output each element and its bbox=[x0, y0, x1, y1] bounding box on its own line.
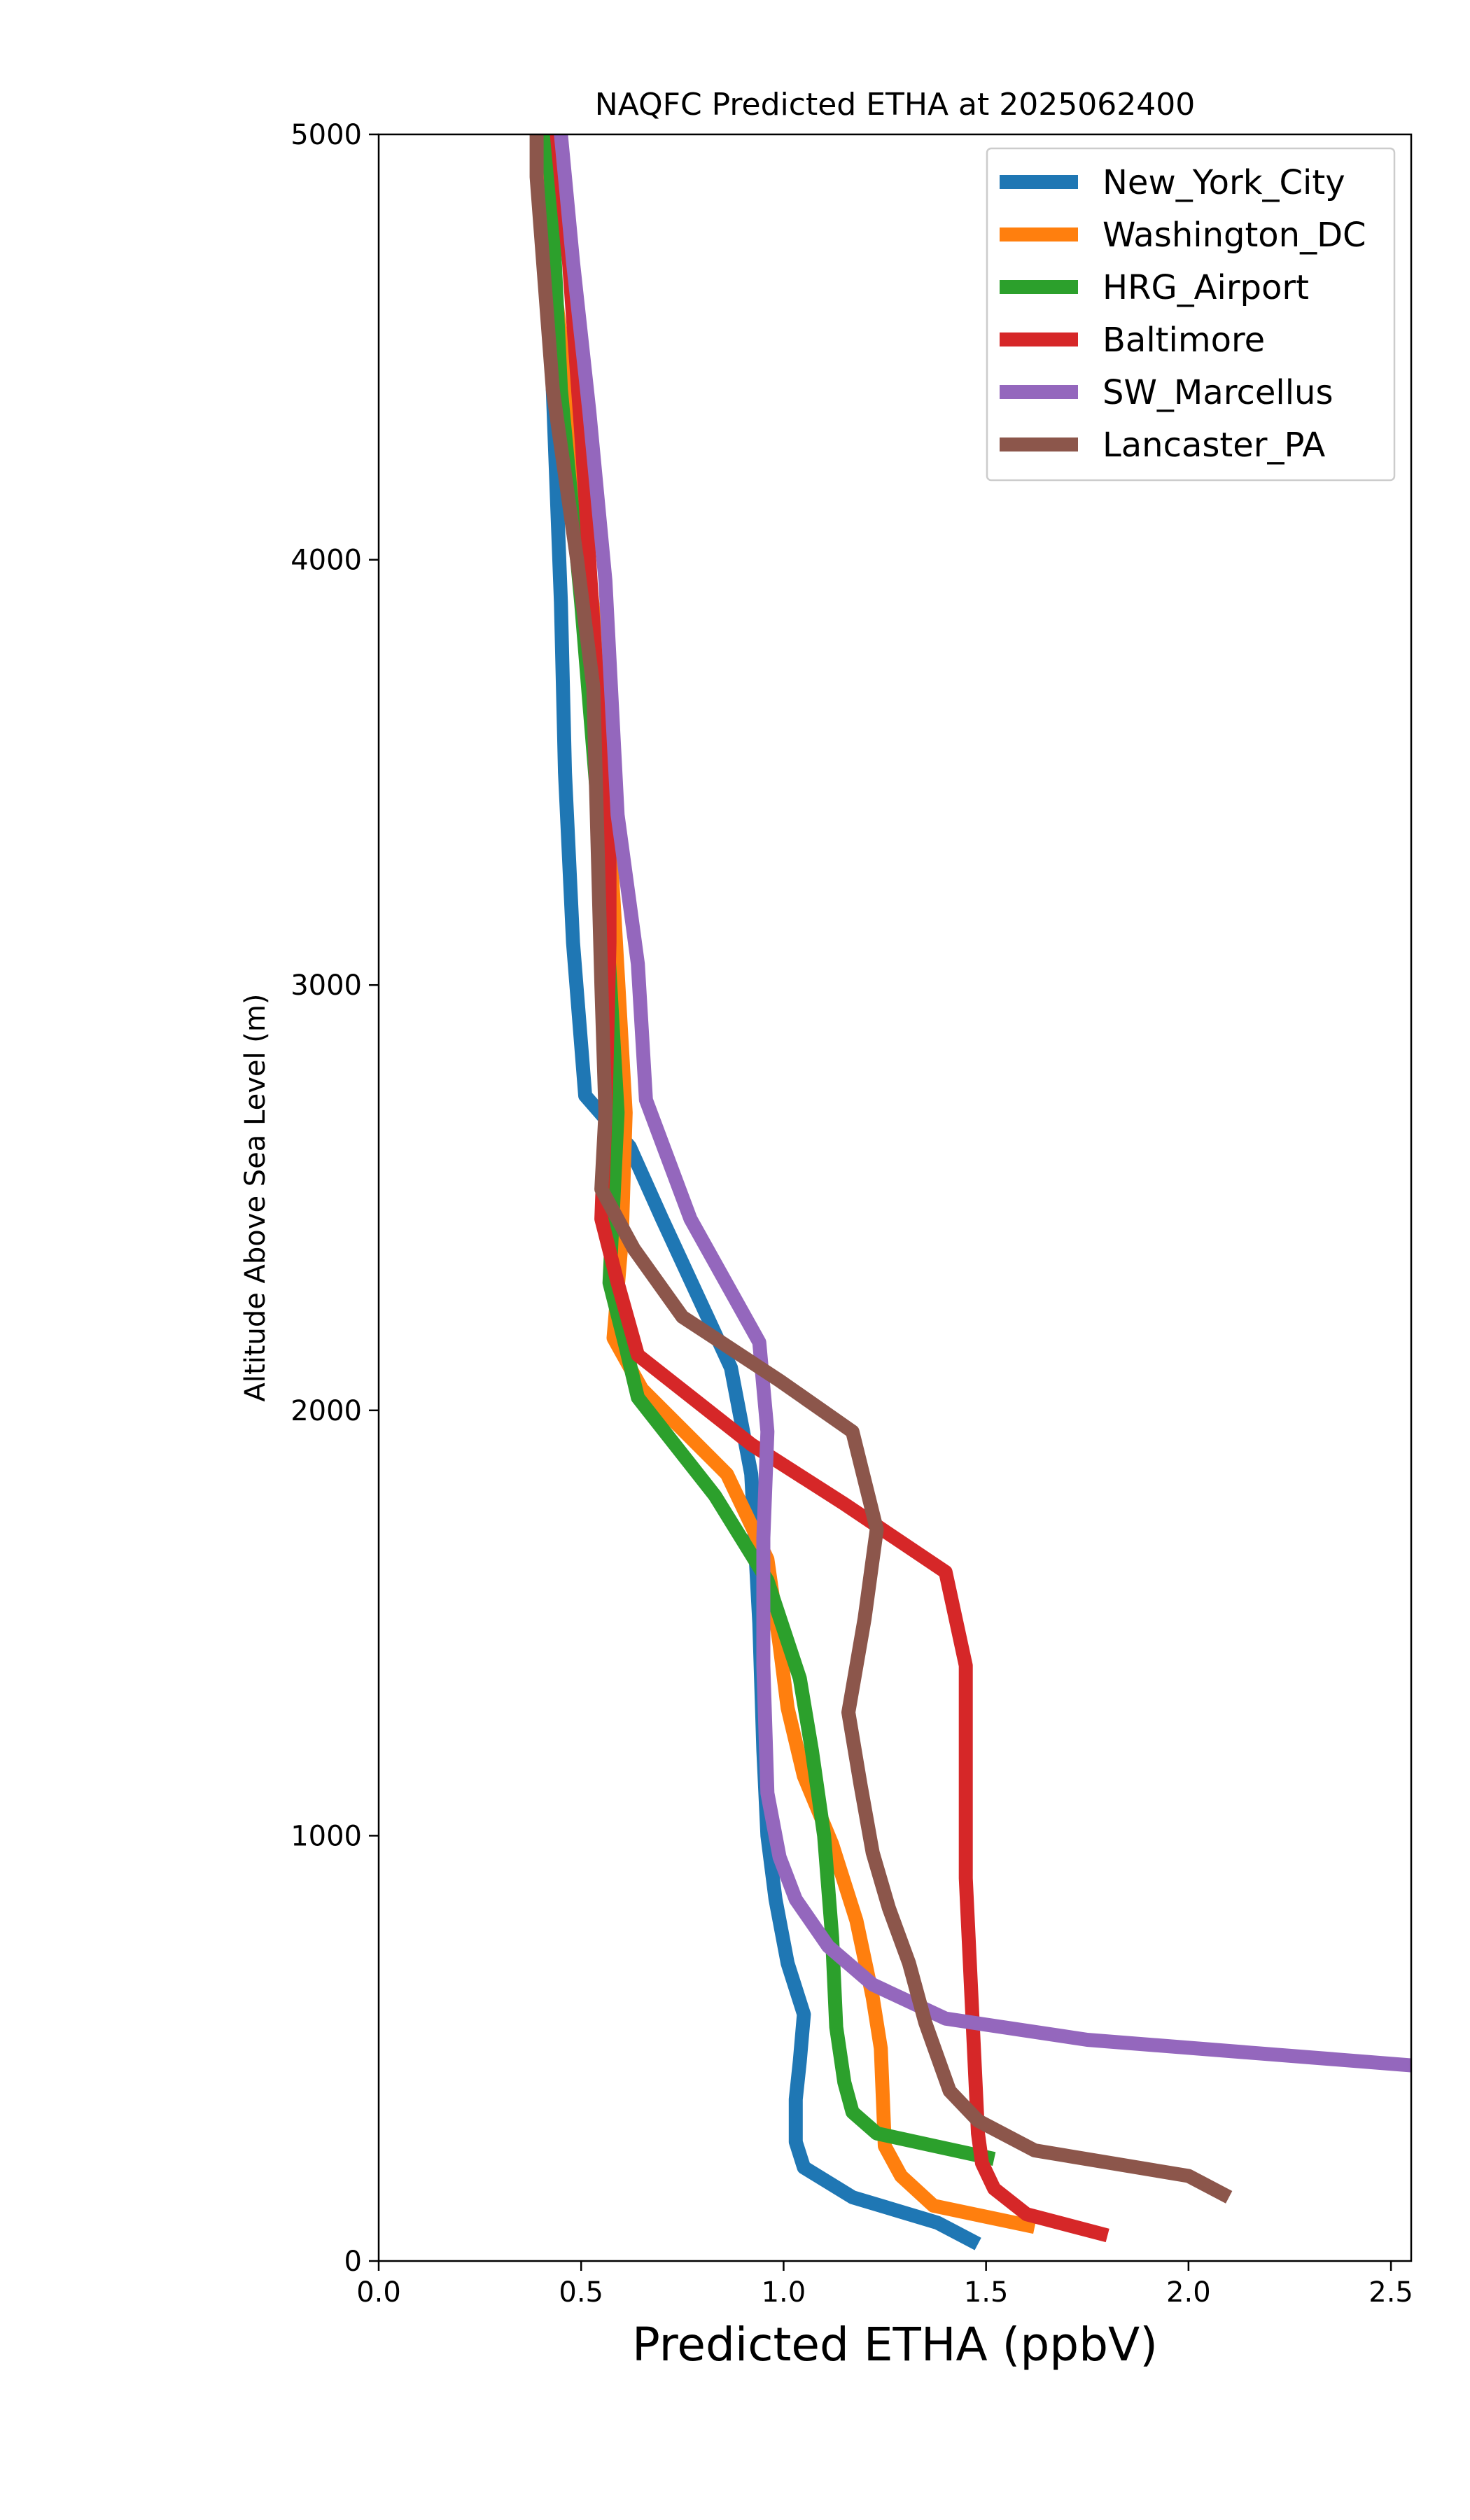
legend-label-4: SW_Marcellus bbox=[1102, 373, 1333, 412]
series-line-4 bbox=[554, 134, 1411, 2073]
x-tick-label: 1.0 bbox=[762, 2276, 806, 2309]
series-layer bbox=[529, 134, 1411, 2250]
legend: New_York_City Washington_DC HRG_Airport Bal… bbox=[986, 147, 1396, 482]
y-tick-label: 0 bbox=[344, 2246, 362, 2278]
x-tick-label: 1.5 bbox=[964, 2276, 1009, 2309]
y-tick-label: 4000 bbox=[290, 545, 362, 577]
y-tick-label: 2000 bbox=[290, 1395, 362, 1427]
legend-label-2: HRG_Airport bbox=[1102, 268, 1309, 307]
y-tick-label: 3000 bbox=[290, 969, 362, 1002]
series-line-5 bbox=[529, 134, 1233, 2204]
x-axis: 0.0 0.5 1.0 1.5 2.0 2.5 bbox=[356, 2261, 1413, 2309]
plot-frame bbox=[377, 133, 1413, 2262]
legend-label-5: Lancaster_PA bbox=[1102, 426, 1325, 465]
x-tick-label: 2.0 bbox=[1166, 2276, 1211, 2309]
x-axis-label: Predicted ETHA (ppbV) bbox=[632, 2318, 1158, 2372]
legend-label-0: New_York_City bbox=[1102, 163, 1345, 202]
x-tick-label: 0.0 bbox=[356, 2276, 401, 2309]
chart-title: NAQFC Predicted ETHA at 2025062400 bbox=[595, 87, 1195, 122]
y-tick-label: 5000 bbox=[290, 119, 362, 151]
legend-frame bbox=[986, 147, 1396, 482]
legend-label-1: Washington_DC bbox=[1102, 216, 1366, 255]
series-line-3 bbox=[550, 134, 1110, 2243]
x-tick-label: 0.5 bbox=[559, 2276, 603, 2309]
x-tick-label: 2.5 bbox=[1368, 2276, 1413, 2309]
legend-label-3: Baltimore bbox=[1102, 321, 1265, 360]
y-axis-label: Altitude Above Sea Level (m) bbox=[239, 994, 272, 1402]
y-axis: 0 1000 2000 3000 4000 5000 bbox=[290, 119, 379, 2278]
y-tick-label: 1000 bbox=[290, 1820, 362, 1852]
